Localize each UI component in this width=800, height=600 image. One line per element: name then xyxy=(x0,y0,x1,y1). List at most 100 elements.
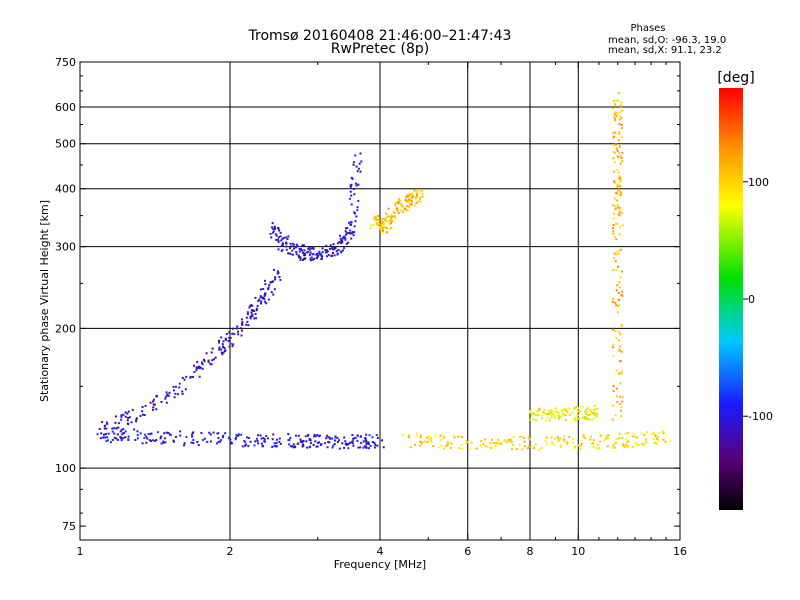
data-point xyxy=(386,227,389,230)
data-point xyxy=(618,111,621,114)
data-point xyxy=(309,257,312,260)
data-point xyxy=(589,438,592,441)
data-point xyxy=(241,324,244,327)
data-point xyxy=(308,437,311,440)
data-point xyxy=(584,410,587,413)
data-point xyxy=(351,177,354,180)
data-point xyxy=(598,440,601,443)
data-point xyxy=(357,199,360,202)
data-point xyxy=(295,253,298,256)
data-point xyxy=(245,316,248,319)
data-point xyxy=(619,154,622,157)
data-point xyxy=(247,436,250,439)
data-point xyxy=(278,276,281,279)
data-point xyxy=(611,418,614,421)
data-point xyxy=(615,304,618,307)
data-point xyxy=(384,217,387,220)
data-point xyxy=(390,213,393,216)
data-point xyxy=(241,321,244,324)
data-point xyxy=(617,139,620,142)
data-point xyxy=(130,421,133,424)
data-point xyxy=(616,283,619,286)
data-point xyxy=(391,214,394,217)
data-point xyxy=(309,251,312,254)
data-point xyxy=(273,288,276,291)
data-point xyxy=(355,165,358,168)
data-point xyxy=(136,437,139,440)
data-point xyxy=(613,446,616,449)
data-point xyxy=(595,412,598,415)
data-point xyxy=(263,297,266,300)
data-point xyxy=(538,407,541,410)
data-point xyxy=(592,445,595,448)
data-point xyxy=(276,270,279,273)
data-point xyxy=(528,438,531,441)
data-point xyxy=(620,350,623,353)
trace-group xyxy=(611,92,624,421)
data-point xyxy=(324,442,327,445)
data-point xyxy=(279,442,282,445)
data-point xyxy=(152,403,155,406)
data-point xyxy=(207,359,210,362)
data-point xyxy=(219,439,222,442)
data-point xyxy=(364,436,367,439)
data-point xyxy=(382,225,385,228)
data-point xyxy=(619,333,622,336)
data-point xyxy=(333,254,336,257)
data-point xyxy=(643,433,646,436)
data-point xyxy=(548,409,551,412)
data-point xyxy=(217,440,220,443)
data-point xyxy=(409,203,412,206)
data-point xyxy=(614,222,617,225)
data-point xyxy=(413,189,416,192)
data-point xyxy=(308,253,311,256)
data-point xyxy=(134,438,137,441)
data-point xyxy=(368,434,371,437)
data-point xyxy=(563,440,566,443)
data-point xyxy=(228,336,231,339)
data-point xyxy=(250,311,253,314)
data-point xyxy=(363,445,366,448)
data-point xyxy=(356,206,359,209)
data-point xyxy=(619,345,622,348)
data-point xyxy=(520,435,523,438)
data-point xyxy=(365,446,368,449)
data-point xyxy=(152,408,155,411)
y-tick-label: 500 xyxy=(55,138,76,151)
data-point xyxy=(353,231,356,234)
data-point xyxy=(386,215,389,218)
data-point xyxy=(621,151,624,154)
data-point xyxy=(312,247,315,250)
data-point xyxy=(160,400,163,403)
data-point xyxy=(128,416,131,419)
data-point xyxy=(167,394,170,397)
data-point xyxy=(313,433,316,436)
data-point xyxy=(616,204,619,207)
data-point xyxy=(512,436,515,439)
data-point xyxy=(529,411,532,414)
data-point xyxy=(119,435,122,438)
data-point xyxy=(308,246,311,249)
data-point xyxy=(328,436,331,439)
data-point xyxy=(308,439,311,442)
data-point xyxy=(111,430,114,433)
data-point xyxy=(260,300,263,303)
data-point xyxy=(165,391,168,394)
data-point xyxy=(218,346,221,349)
data-point xyxy=(650,433,653,436)
data-point xyxy=(225,333,228,336)
data-point xyxy=(263,294,266,297)
data-point xyxy=(179,434,182,437)
data-point xyxy=(614,301,617,304)
data-point xyxy=(646,431,649,434)
data-point xyxy=(272,433,275,436)
data-point xyxy=(262,287,265,290)
data-point xyxy=(356,170,359,173)
data-point xyxy=(196,367,199,370)
data-point xyxy=(625,438,628,441)
data-point xyxy=(593,413,596,416)
data-point xyxy=(633,435,636,438)
data-point xyxy=(272,293,275,296)
data-point xyxy=(240,318,243,321)
data-point xyxy=(354,220,357,223)
